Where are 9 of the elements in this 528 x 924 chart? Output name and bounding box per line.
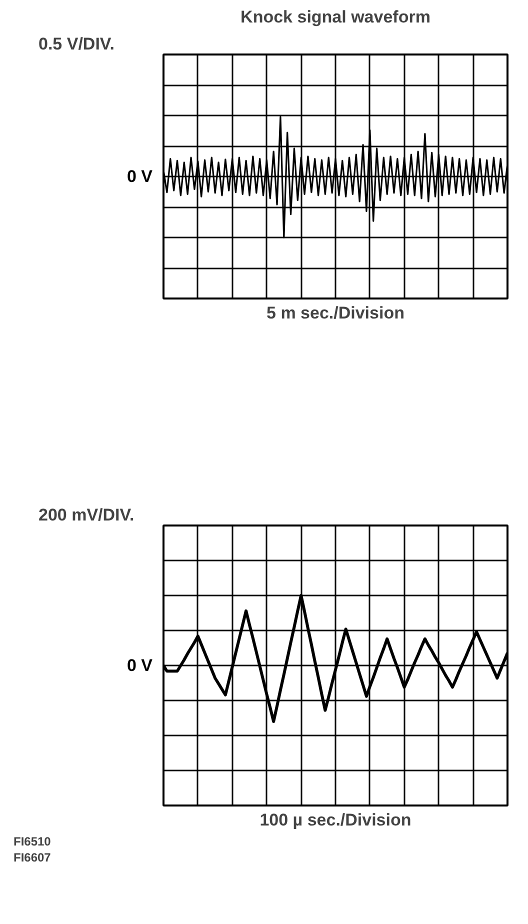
text: FI6607: [14, 850, 52, 864]
x-axis-title: 100 µ sec./Division: [260, 810, 412, 830]
text: FI6510: [14, 834, 52, 848]
x-axis-title: 5 m sec./Division: [266, 304, 404, 322]
text: 0 V: [126, 167, 154, 186]
chart-title: Knock signal waveform: [240, 8, 430, 26]
y-axis-title: 0.5 V/DIV.: [38, 34, 114, 54]
text: 0 V: [126, 656, 154, 675]
y-axis-title: 200 mV/DIV.: [38, 506, 134, 524]
